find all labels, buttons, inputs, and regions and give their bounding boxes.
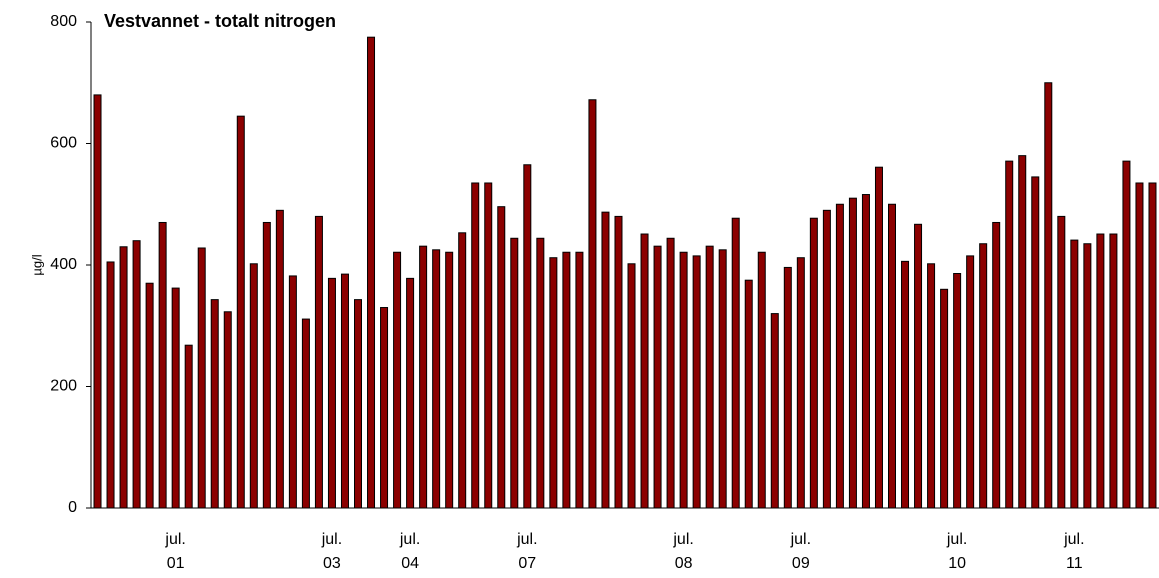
bar [393,251,402,509]
bar [1057,215,1066,509]
bar [679,251,688,509]
bar [757,251,766,509]
bar [914,223,923,509]
bar [874,166,883,509]
bar [822,209,831,509]
bar [340,273,349,509]
bar [627,263,636,509]
bar [666,237,675,509]
bar [861,194,870,509]
bar [927,263,936,509]
bar [1109,233,1118,509]
bar [471,182,480,509]
bar [601,211,610,509]
y-axis-label: µg/l [29,254,44,275]
bar [171,287,180,509]
bar [979,243,988,509]
bar [901,260,910,509]
bar [406,277,415,509]
bar [718,249,727,509]
bar [184,344,193,509]
x-tick-label: jul. 09 [790,531,812,572]
bar [966,255,975,509]
bar [614,215,623,509]
bar [1135,182,1144,509]
x-tick-label: jul. 10 [946,531,968,572]
bar [536,237,545,509]
bar [940,288,949,509]
bar [1031,176,1040,509]
bar [119,246,128,509]
bar [327,277,336,509]
bar [848,197,857,509]
bar [770,313,779,509]
bar [301,318,310,509]
x-tick-label: jul. 01 [165,531,186,572]
bar [132,240,141,509]
bar [367,36,376,509]
bar [744,279,753,509]
bar [275,209,284,509]
bar [653,245,662,509]
y-tick-label: 0 [68,499,77,516]
bar [210,299,219,509]
bar [236,115,245,509]
chart-title: Vestvannet - totalt nitrogen [104,11,336,31]
bar [1018,155,1027,509]
bar [640,233,649,509]
bar [992,221,1001,509]
bar [523,164,532,509]
bar [1122,160,1131,509]
bar [510,237,519,509]
bar [432,249,441,509]
bar [145,282,154,509]
bar [458,232,467,509]
x-tick-label: jul. 08 [673,531,694,572]
bar [249,263,258,509]
bar [262,221,271,509]
bar [809,217,818,509]
y-tick-label: 800 [50,13,77,30]
bar [158,221,167,509]
x-tick-label: jul. 03 [321,531,343,572]
y-tick-label: 600 [50,135,77,152]
bar [562,251,571,509]
bar [197,247,206,509]
bar [549,257,558,509]
bar [354,299,362,509]
x-tick-label: jul. 11 [1064,531,1085,572]
bar [1070,239,1079,509]
bar [575,251,584,509]
bar [419,245,428,509]
bar [1005,160,1014,509]
y-tick-label: 200 [50,378,77,395]
bar [314,215,323,509]
bar [588,99,597,509]
x-tick-label: jul. 04 [399,531,421,572]
x-tick-label: jul. 07 [517,531,538,572]
bar [888,203,896,509]
bar [497,206,506,509]
bar [445,251,454,509]
bar [484,182,493,509]
bar [783,266,792,509]
bar [835,203,844,509]
bar [1148,182,1157,509]
bar [731,217,740,509]
bar [1044,82,1053,509]
bar [93,94,102,509]
bar [1096,233,1105,509]
y-tick-label: 400 [50,256,77,273]
bar [106,261,115,509]
bar [796,257,805,509]
bar [692,255,701,509]
bar [705,245,714,509]
bar [223,311,232,509]
bar [380,307,389,509]
bar [288,275,297,509]
bar [953,273,962,509]
bar [1083,243,1092,509]
